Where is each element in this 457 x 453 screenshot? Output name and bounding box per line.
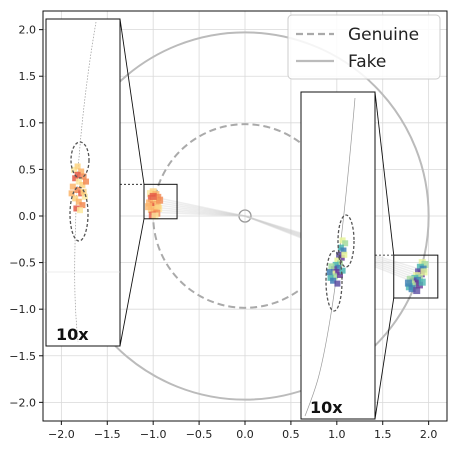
inset-ellipse-upper [70, 141, 90, 179]
inset-point [75, 178, 82, 185]
zoom-connector-solid [374, 297, 395, 420]
inset-point [81, 193, 88, 200]
inset-point [83, 178, 89, 185]
cluster-point [406, 275, 414, 283]
y-tick-label: 1.5 [19, 70, 37, 83]
cluster-point [145, 203, 153, 211]
zoom-connectors [119, 18, 395, 420]
origin-marker [238, 209, 252, 223]
inset-point [339, 267, 346, 274]
inset-point [79, 181, 86, 188]
inset-magnification-label: 10x [56, 325, 89, 344]
inset-point [79, 202, 86, 209]
inset-point [333, 269, 340, 276]
zoom-target-box [393, 254, 439, 299]
inset-point [337, 271, 343, 278]
inset-point [331, 273, 338, 280]
cluster-point [146, 199, 154, 207]
inset-point [74, 171, 81, 178]
zoom-connector-solid [119, 18, 145, 185]
trajectory-streak [154, 206, 246, 217]
inset-point [73, 205, 80, 212]
y-tick-label: 2.0 [19, 24, 37, 37]
inset-point [341, 251, 348, 258]
inset-point [335, 264, 342, 271]
cluster-point [413, 287, 421, 295]
inset-point [326, 269, 333, 276]
cluster-point [408, 285, 416, 293]
y-tick-label: −1.5 [9, 350, 36, 363]
x-tick-label: −1.5 [94, 428, 121, 441]
cluster-point [156, 196, 164, 204]
inset-point [71, 166, 77, 173]
inset-point [74, 163, 81, 170]
inset-point [77, 207, 83, 214]
inset-ellipse-lower [69, 186, 89, 242]
cluster-point [151, 212, 159, 220]
inset-point [334, 280, 341, 287]
zoom-connector-solid [374, 91, 395, 256]
y-tick-label: 0.0 [19, 210, 37, 223]
inset-point [78, 168, 85, 175]
inset-zoom-right: 10x [300, 91, 376, 420]
zoom-target-box [143, 183, 178, 220]
inset-point [68, 190, 75, 197]
y-axis-ticks: −2.0 −1.5 −1.0 −0.5 0.0 0.5 1.0 1.5 2.0 [9, 24, 43, 409]
cluster-point [404, 279, 412, 287]
trajectory-streak [154, 209, 246, 217]
x-tick-label: −2.0 [48, 428, 75, 441]
inset-point [340, 247, 347, 254]
trajectory-streaks [154, 196, 420, 285]
x-tick-label: 2.0 [420, 428, 438, 441]
cluster-point [420, 268, 428, 276]
cluster-point [418, 278, 426, 286]
inset-arc [304, 97, 356, 417]
cluster-point [154, 202, 162, 210]
trajectory-streak [154, 204, 246, 217]
x-tick-label: 0.0 [236, 428, 254, 441]
y-tick-label: −0.5 [9, 257, 36, 270]
legend: Genuine Fake [287, 14, 441, 80]
x-axis-ticks: −2.0 −1.5 −1.0 −0.5 0.0 0.5 1.0 1.5 2.0 [48, 421, 437, 441]
y-tick-label: 1.0 [19, 117, 37, 130]
zoom-target-boxes [143, 183, 439, 299]
legend-fake-label: Fake [348, 52, 386, 72]
inset-ellipse-lower [325, 250, 343, 312]
trajectory-streak [154, 196, 246, 217]
y-tick-label: −1.0 [9, 303, 36, 316]
x-tick-label: 0.5 [282, 428, 300, 441]
x-tick-label: 1.5 [374, 428, 392, 441]
inset-zoom-left: 10x [45, 18, 121, 347]
legend-genuine-label: Genuine [348, 25, 419, 45]
inset-point [75, 198, 82, 205]
inset-ellipse-upper [337, 214, 355, 268]
y-tick-label: 0.5 [19, 163, 37, 176]
x-tick-label: 1.0 [328, 428, 346, 441]
inset-point [330, 277, 337, 284]
inset-point [72, 175, 79, 182]
inset-point [69, 183, 76, 190]
inset-point [72, 195, 79, 202]
inset-point [342, 240, 349, 247]
trajectory-streak [154, 201, 246, 217]
cluster-point [149, 192, 157, 200]
inset-point [74, 187, 81, 193]
legend-box [287, 14, 441, 80]
y-tick-label: −2.0 [9, 396, 36, 409]
trajectory-streak [154, 199, 246, 217]
data-clusters [145, 188, 429, 295]
cluster-point [421, 260, 429, 268]
inset-magnification-label: 10x [310, 398, 343, 417]
trajectory-streak [154, 211, 246, 217]
x-tick-label: −1.0 [140, 428, 167, 441]
x-tick-label: −0.5 [186, 428, 213, 441]
zoom-connector-solid [119, 218, 145, 347]
inset-point [328, 263, 335, 270]
